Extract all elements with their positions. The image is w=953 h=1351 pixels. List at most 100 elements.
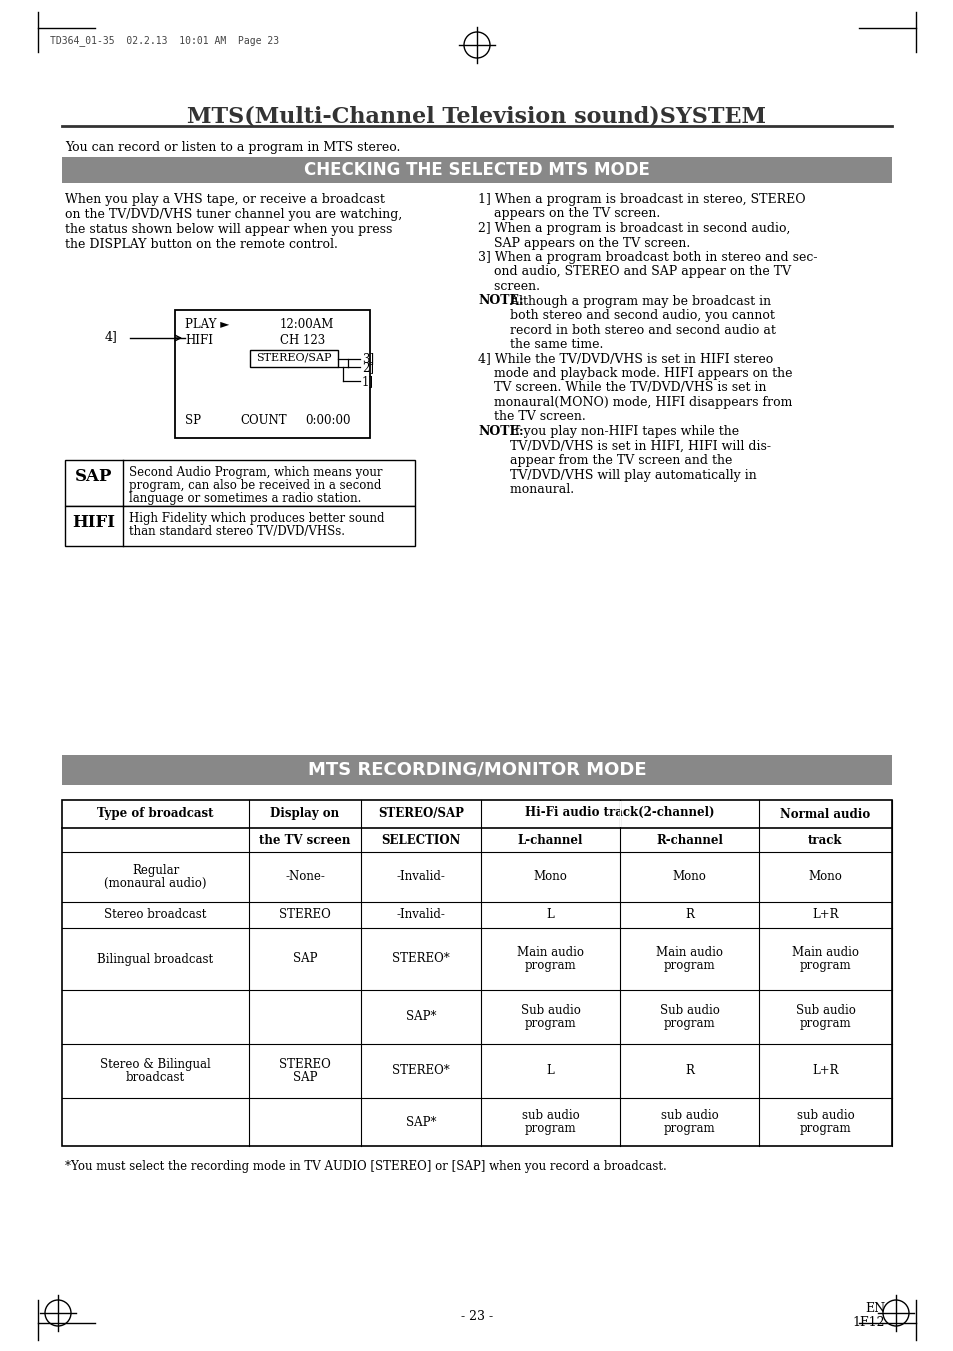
Text: Bilingual broadcast: Bilingual broadcast	[97, 952, 213, 966]
Text: the TV screen: the TV screen	[259, 834, 351, 847]
Text: appear from the TV screen and the: appear from the TV screen and the	[477, 454, 732, 467]
Text: L-channel: L-channel	[517, 834, 582, 847]
Text: language or sometimes a radio station.: language or sometimes a radio station.	[129, 492, 361, 505]
Text: STEREO: STEREO	[279, 1058, 331, 1071]
Text: Display on: Display on	[270, 808, 339, 820]
Text: 4] While the TV/DVD/VHS is set in HIFI stereo: 4] While the TV/DVD/VHS is set in HIFI s…	[477, 353, 773, 366]
Text: Normal audio: Normal audio	[780, 808, 870, 820]
Text: PLAY ►: PLAY ►	[185, 317, 229, 331]
Text: 1]: 1]	[361, 376, 374, 388]
Text: TD364_01-35  02.2.13  10:01 AM  Page 23: TD364_01-35 02.2.13 10:01 AM Page 23	[50, 35, 279, 46]
Text: STEREO*: STEREO*	[392, 952, 450, 966]
Text: CH 123: CH 123	[280, 334, 325, 347]
Text: the DISPLAY button on the remote control.: the DISPLAY button on the remote control…	[65, 238, 337, 251]
Text: Type of broadcast: Type of broadcast	[97, 808, 213, 820]
Text: Mono: Mono	[808, 870, 841, 884]
Text: R: R	[684, 908, 693, 921]
Text: STEREO*: STEREO*	[392, 1065, 450, 1078]
Bar	[65, 459, 415, 507]
Bar	[65, 507, 415, 546]
Text: program: program	[524, 959, 576, 971]
Text: *You must select the recording mode in TV AUDIO [STEREO] or [SAP] when you recor: *You must select the recording mode in T…	[65, 1161, 666, 1173]
Text: Mono: Mono	[672, 870, 706, 884]
Text: the status shown below will appear when you press: the status shown below will appear when …	[65, 223, 392, 236]
Text: MTS RECORDING/MONITOR MODE: MTS RECORDING/MONITOR MODE	[308, 761, 645, 778]
Text: monaural.: monaural.	[477, 484, 574, 496]
Text: 0:00:00: 0:00:00	[305, 413, 350, 427]
Text: ond audio, STEREO and SAP appear on the TV: ond audio, STEREO and SAP appear on the …	[477, 266, 790, 278]
Text: sub audio: sub audio	[659, 1109, 718, 1121]
Text: L: L	[546, 1065, 554, 1078]
Text: record in both stereo and second audio at: record in both stereo and second audio a…	[477, 323, 775, 336]
Text: monaural(MONO) mode, HIFI disappears from: monaural(MONO) mode, HIFI disappears fro…	[477, 396, 792, 409]
Text: 2]: 2]	[361, 361, 374, 374]
Text: If you play non-HIFI tapes while the: If you play non-HIFI tapes while the	[505, 426, 739, 438]
Text: -Invalid-: -Invalid-	[396, 870, 445, 884]
Text: EN: EN	[864, 1302, 884, 1315]
Text: Sub audio: Sub audio	[520, 1004, 579, 1017]
Text: the TV screen.: the TV screen.	[477, 411, 585, 423]
Text: 1F12: 1F12	[852, 1316, 884, 1329]
Text: program: program	[799, 1121, 850, 1135]
Text: L+R: L+R	[811, 1065, 838, 1078]
Text: -Invalid-: -Invalid-	[396, 908, 445, 921]
Text: Although a program may be broadcast in: Although a program may be broadcast in	[505, 295, 770, 308]
Bar	[250, 350, 337, 367]
Text: STEREO/SAP: STEREO/SAP	[256, 353, 332, 362]
Text: the same time.: the same time.	[477, 338, 602, 351]
Text: Mono: Mono	[533, 870, 567, 884]
Text: HIFI: HIFI	[185, 334, 213, 347]
Text: sub audio: sub audio	[796, 1109, 854, 1121]
Text: SAP: SAP	[293, 952, 317, 966]
Text: 4]: 4]	[105, 330, 118, 343]
Text: 2] When a program is broadcast in second audio,: 2] When a program is broadcast in second…	[477, 222, 789, 235]
Text: program: program	[799, 1017, 850, 1029]
Text: program: program	[663, 959, 715, 971]
Bar	[62, 157, 891, 182]
Text: L+R: L+R	[811, 908, 838, 921]
Text: -None-: -None-	[285, 870, 325, 884]
Text: High Fidelity which produces better sound: High Fidelity which produces better soun…	[129, 512, 384, 526]
Text: program: program	[663, 1017, 715, 1029]
Text: screen.: screen.	[477, 280, 539, 293]
Text: 1] When a program is broadcast in stereo, STEREO: 1] When a program is broadcast in stereo…	[477, 193, 804, 205]
Text: Main audio: Main audio	[517, 946, 583, 959]
Text: Sub audio: Sub audio	[659, 1004, 719, 1017]
Text: 12:00AM: 12:00AM	[280, 317, 334, 331]
Text: than standard stereo TV/DVD/VHSs.: than standard stereo TV/DVD/VHSs.	[129, 526, 345, 538]
Text: COUNT: COUNT	[240, 413, 286, 427]
Text: program, can also be received in a second: program, can also be received in a secon…	[129, 480, 381, 492]
Text: Stereo broadcast: Stereo broadcast	[104, 908, 207, 921]
Text: broadcast: broadcast	[126, 1071, 185, 1084]
Text: R: R	[684, 1065, 693, 1078]
Text: L: L	[546, 908, 554, 921]
Text: program: program	[663, 1121, 715, 1135]
Bar	[62, 755, 891, 785]
Text: both stereo and second audio, you cannot: both stereo and second audio, you cannot	[477, 309, 774, 322]
Text: Sub audio: Sub audio	[795, 1004, 855, 1017]
Bar	[619, 801, 620, 827]
Text: track: track	[807, 834, 841, 847]
Text: program: program	[524, 1121, 576, 1135]
Text: SAP: SAP	[75, 467, 112, 485]
Text: Stereo & Bilingual: Stereo & Bilingual	[100, 1058, 211, 1071]
Text: Regular: Regular	[132, 865, 179, 877]
Text: Main audio: Main audio	[791, 946, 858, 959]
Text: (monaural audio): (monaural audio)	[104, 877, 207, 890]
Bar	[62, 800, 891, 1146]
Text: SAP appears on the TV screen.: SAP appears on the TV screen.	[477, 236, 690, 250]
Text: on the TV/DVD/VHS tuner channel you are watching,: on the TV/DVD/VHS tuner channel you are …	[65, 208, 402, 222]
Text: SAP: SAP	[293, 1071, 317, 1084]
Text: sub audio: sub audio	[521, 1109, 578, 1121]
Text: SAP*: SAP*	[405, 1011, 436, 1024]
Text: 3]: 3]	[361, 353, 374, 366]
Text: STEREO: STEREO	[279, 908, 331, 921]
Text: NOTE:: NOTE:	[477, 295, 523, 308]
Text: appears on the TV screen.: appears on the TV screen.	[477, 208, 659, 220]
Text: program: program	[524, 1017, 576, 1029]
Text: Second Audio Program, which means your: Second Audio Program, which means your	[129, 466, 382, 480]
Text: SAP*: SAP*	[405, 1116, 436, 1128]
Text: mode and playback mode. HIFI appears on the: mode and playback mode. HIFI appears on …	[477, 367, 792, 380]
Text: NOTE:: NOTE:	[477, 426, 523, 438]
Text: When you play a VHS tape, or receive a broadcast: When you play a VHS tape, or receive a b…	[65, 193, 384, 205]
